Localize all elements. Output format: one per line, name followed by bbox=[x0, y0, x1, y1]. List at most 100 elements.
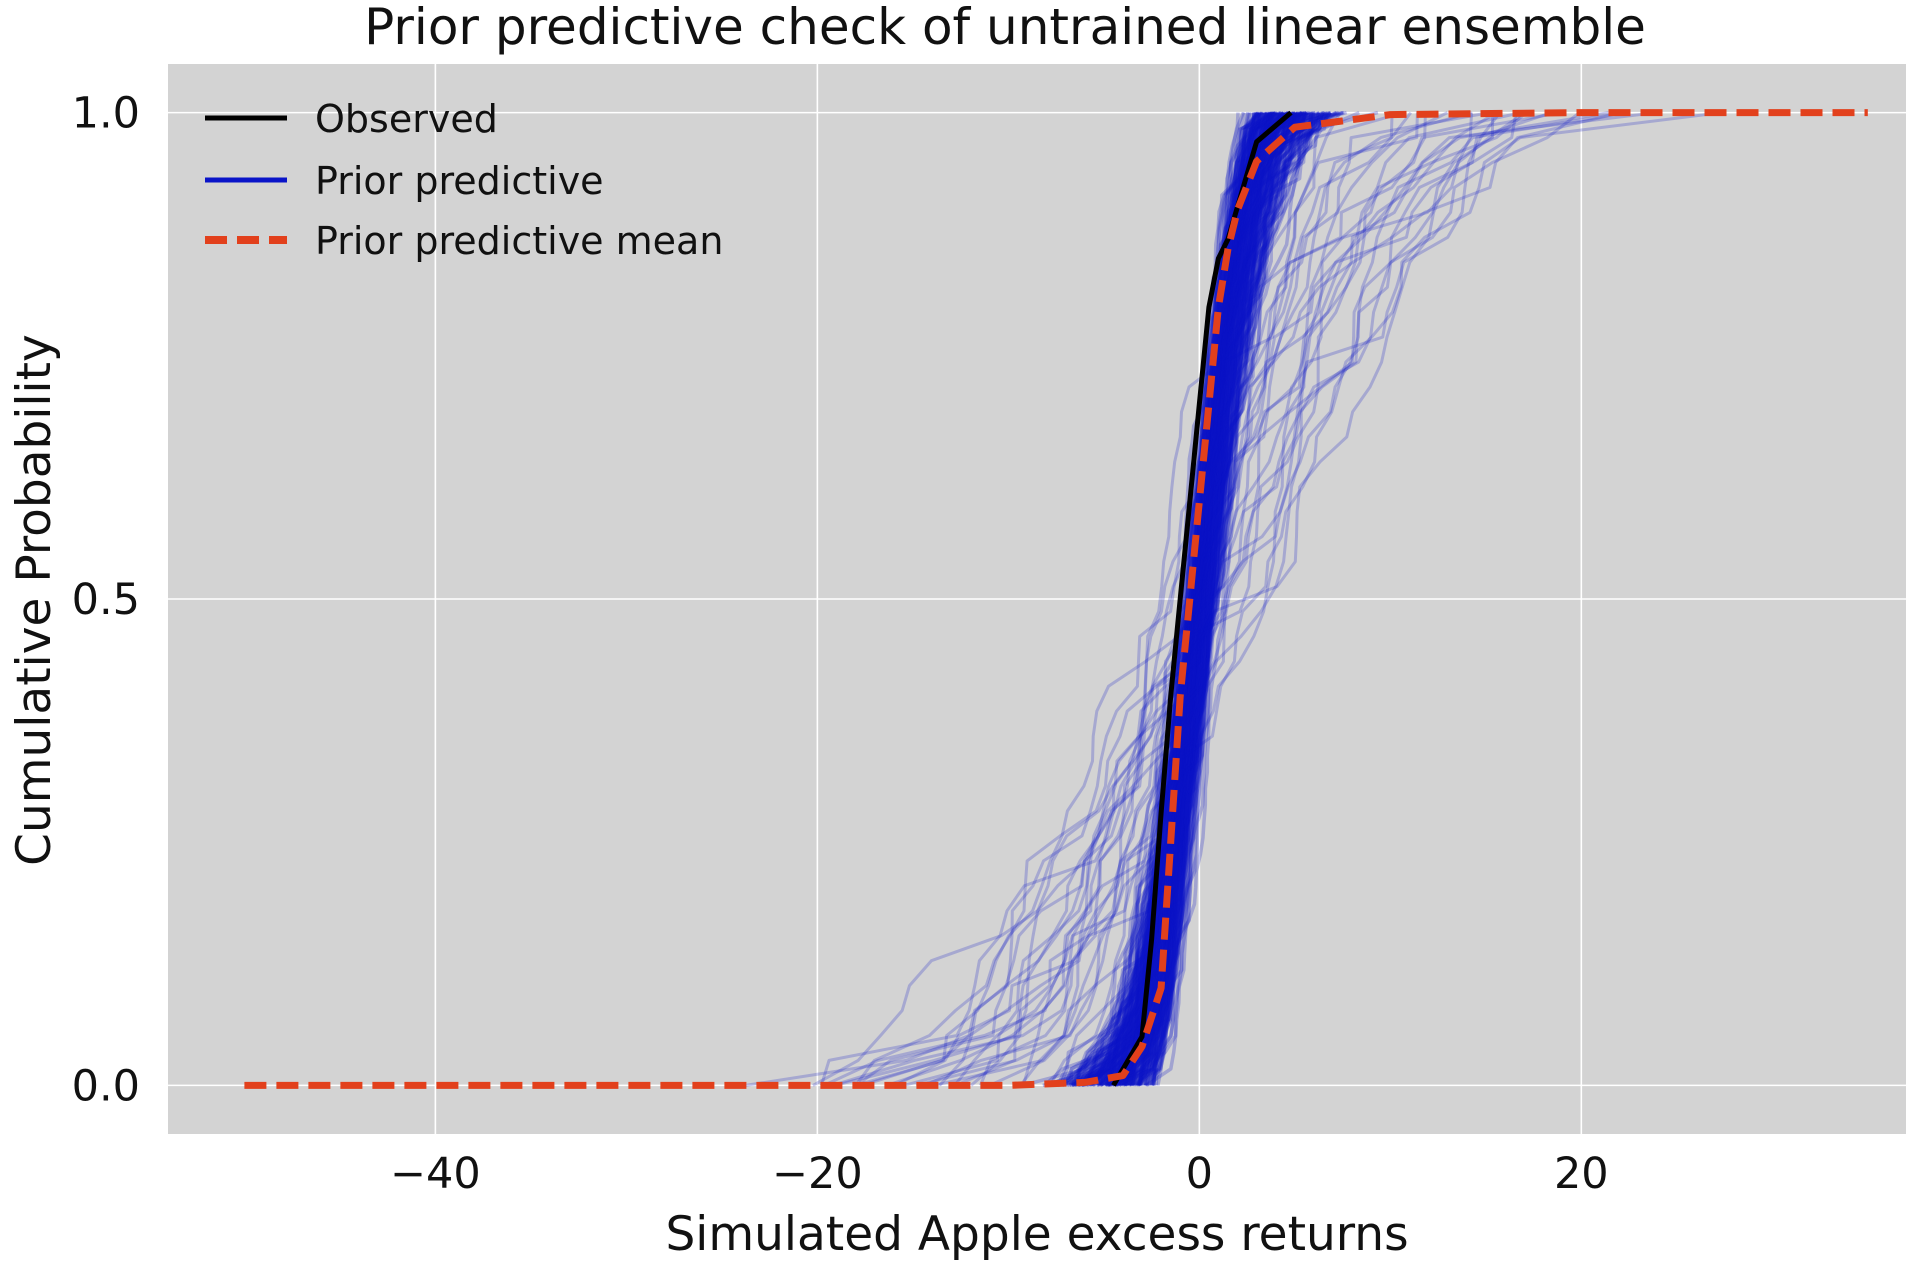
prior-draw-125 bbox=[1129, 112, 1296, 1086]
prior-draw-113 bbox=[1128, 111, 1261, 1086]
prior-wide-draw-8 bbox=[924, 111, 1449, 1087]
prior-draw-239 bbox=[1150, 111, 1277, 1086]
prior-draw-88 bbox=[1137, 112, 1272, 1086]
prior-draw-34 bbox=[1073, 111, 1290, 1087]
prior-wide-draw-11 bbox=[1056, 112, 1419, 1087]
prior-draw-213 bbox=[1119, 112, 1274, 1087]
prior-draw-155 bbox=[1128, 111, 1303, 1087]
prior-draw-160 bbox=[1130, 110, 1339, 1086]
prior-draw-171 bbox=[1134, 112, 1250, 1087]
prior-wide-draw-24 bbox=[854, 111, 1626, 1087]
prior-draw-42 bbox=[1122, 111, 1276, 1087]
prior-draw-117 bbox=[1098, 112, 1311, 1086]
prior-draw-103 bbox=[1089, 112, 1324, 1087]
prior-draw-2 bbox=[1150, 111, 1306, 1086]
prior-draw-48 bbox=[1103, 112, 1289, 1087]
prior-draw-153 bbox=[1151, 111, 1273, 1086]
prior-draw-74 bbox=[1138, 110, 1303, 1086]
prior-draw-185 bbox=[1083, 111, 1338, 1087]
prior-draw-65 bbox=[1127, 111, 1264, 1087]
prior-wide-draw-12 bbox=[1019, 112, 1394, 1087]
prior-draw-210 bbox=[1106, 112, 1273, 1087]
prior-wide-draw-23 bbox=[834, 111, 1490, 1087]
prior-draw-164 bbox=[1088, 111, 1309, 1087]
prior-wide-draw-9 bbox=[979, 111, 1657, 1086]
prior-draw-12 bbox=[1143, 110, 1325, 1087]
legend-label-prior-predictive: Prior predictive bbox=[315, 159, 604, 203]
prior-draw-217 bbox=[1152, 111, 1290, 1086]
prior-wide-draw-5 bbox=[886, 111, 1722, 1087]
prior-draw-35 bbox=[1068, 111, 1283, 1087]
prior-draw-198 bbox=[1120, 112, 1271, 1086]
prior-draw-218 bbox=[1131, 111, 1285, 1086]
prior-draw-89 bbox=[1099, 112, 1296, 1087]
y-axis-label: Cumulative Probability bbox=[7, 334, 62, 866]
prior-draw-135 bbox=[1142, 112, 1276, 1086]
prior-draw-111 bbox=[1111, 112, 1290, 1087]
prior-draw-145 bbox=[1145, 112, 1258, 1086]
prior-draw-128 bbox=[1107, 111, 1308, 1087]
prior-draw-182 bbox=[1114, 111, 1278, 1086]
prior-draw-62 bbox=[1156, 111, 1268, 1086]
prior-draw-15 bbox=[1066, 111, 1291, 1087]
prior-wide-draw-17 bbox=[745, 112, 1427, 1087]
prior-draw-8 bbox=[1108, 111, 1265, 1088]
prior-wide-draw-2 bbox=[970, 111, 1522, 1087]
prior-draw-92 bbox=[1107, 111, 1320, 1086]
prior-draw-29 bbox=[1125, 111, 1300, 1087]
prior-draw-97 bbox=[1123, 111, 1272, 1087]
prior-draw-40 bbox=[1082, 111, 1333, 1086]
prior-draw-165 bbox=[1136, 111, 1274, 1086]
prior-draw-105 bbox=[1091, 111, 1297, 1087]
prior-draw-224 bbox=[1117, 112, 1276, 1086]
prior-draw-41 bbox=[1058, 111, 1332, 1087]
prior-draw-178 bbox=[1107, 111, 1328, 1087]
prior-draw-1 bbox=[1119, 112, 1250, 1086]
x-tick-label-1: −20 bbox=[772, 1149, 863, 1199]
prior-draw-39 bbox=[1150, 111, 1286, 1086]
prior-draw-45 bbox=[1129, 112, 1296, 1086]
prior-draw-234 bbox=[1147, 111, 1282, 1086]
prior-draw-148 bbox=[1151, 111, 1272, 1086]
tick-labels: −40 −20 0 20 0.0 0.5 1.0 bbox=[72, 89, 1609, 1199]
main-series bbox=[244, 109, 1868, 1089]
prior-draw-107 bbox=[1143, 110, 1345, 1086]
legend: Observed Prior predictive Prior predicti… bbox=[205, 97, 723, 263]
prior-wide-draw-16 bbox=[953, 111, 1473, 1087]
prior-draw-66 bbox=[1117, 111, 1306, 1086]
x-axis-label: Simulated Apple excess returns bbox=[665, 1207, 1408, 1262]
prior-wide-draw-6 bbox=[933, 111, 1412, 1087]
prior-draw-149 bbox=[1080, 111, 1331, 1087]
prior-draw-112 bbox=[1129, 111, 1261, 1087]
y-tick-label-1: 0.5 bbox=[72, 575, 140, 625]
y-tick-label-0: 0.0 bbox=[72, 1061, 140, 1111]
prior-draw-11 bbox=[1087, 112, 1262, 1086]
prior-draw-59 bbox=[1071, 111, 1270, 1088]
prior-draw-72 bbox=[1138, 110, 1307, 1086]
prior-draw-24 bbox=[1145, 111, 1279, 1087]
prior-draw-132 bbox=[1130, 112, 1259, 1086]
legend-label-observed: Observed bbox=[315, 97, 498, 141]
prior-draw-17 bbox=[1086, 111, 1290, 1088]
prior-draw-49 bbox=[1089, 112, 1322, 1087]
prior-draw-53 bbox=[1067, 111, 1296, 1087]
prior-draw-55 bbox=[1082, 111, 1290, 1087]
prior-draw-47 bbox=[1122, 111, 1299, 1087]
prior-draw-216 bbox=[1138, 112, 1256, 1086]
prior-draw-19 bbox=[1123, 111, 1276, 1086]
prior-draw-158 bbox=[1135, 112, 1261, 1087]
prior-draw-68 bbox=[1137, 111, 1276, 1087]
prior-draw-5 bbox=[1052, 111, 1284, 1088]
prior-draw-172 bbox=[1136, 112, 1280, 1086]
chart-title: Prior predictive check of untrained line… bbox=[364, 0, 1646, 56]
prior-wide-draw-21 bbox=[855, 111, 1553, 1087]
prior-wide-draw-25 bbox=[861, 111, 1502, 1087]
prior-draw-229 bbox=[1079, 111, 1315, 1087]
prior-draw-87 bbox=[1104, 111, 1273, 1087]
prior-draw-114 bbox=[1108, 112, 1298, 1086]
legend-label-prior-predictive-mean: Prior predictive mean bbox=[315, 219, 723, 263]
observed-line bbox=[1111, 110, 1293, 1087]
prior-wide-draw-3 bbox=[989, 111, 1342, 1087]
prior-draw-21 bbox=[1057, 111, 1313, 1088]
